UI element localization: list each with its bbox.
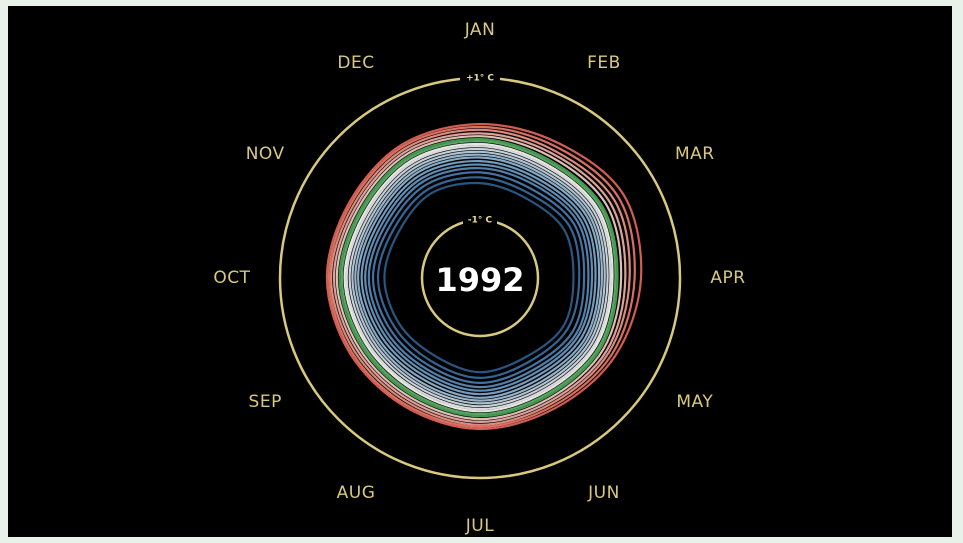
month-label-sep: SEP [249, 392, 282, 412]
series-line-8 [354, 153, 604, 402]
month-label-nov: NOV [246, 144, 285, 164]
climate-spiral-chart: +1° C -1° C JAN FEB MAR APR MAY JUN JUL AUG SEP O… [213, 20, 745, 536]
month-label-aug: AUG [337, 483, 376, 503]
series-line-3 [371, 171, 586, 385]
chart-frame: +1° C -1° C JAN FEB MAR APR MAY JUN JUL AUG SEP O… [8, 6, 952, 537]
inner-ring-label: -1° C [468, 216, 493, 226]
series-line-11 [345, 145, 612, 411]
series-line-9 [351, 150, 606, 405]
series-line-6 [360, 159, 597, 396]
series-line-19 [325, 122, 643, 431]
series-line-14 [338, 137, 619, 418]
month-label-jan: JAN [464, 20, 496, 40]
inner-ring-label-background [463, 214, 497, 226]
series-line-13 [340, 140, 617, 416]
series-line-7 [356, 156, 601, 399]
series-line-2 [376, 176, 581, 380]
month-labels: JAN FEB MAR APR MAY JUN JUL AUG SEP OCT NOV DEC [213, 20, 745, 536]
outer-ring-label-background [460, 72, 500, 84]
series-layer [325, 122, 643, 431]
series-line-16 [332, 132, 627, 424]
series-line-10 [348, 147, 609, 408]
series-line-17 [329, 128, 631, 426]
series-line-5 [364, 163, 594, 392]
series-line-1 [383, 181, 575, 374]
month-label-apr: APR [710, 268, 745, 288]
month-label-feb: FEB [587, 53, 621, 73]
month-label-dec: DEC [337, 53, 374, 73]
month-label-may: MAY [676, 392, 713, 412]
month-label-mar: MAR [675, 144, 715, 164]
series-line-18 [327, 125, 636, 429]
year-label: 1992 [435, 261, 524, 299]
month-label-oct: OCT [213, 268, 250, 288]
outer-ring-label: +1° C [466, 74, 494, 84]
month-label-jun: JUN [587, 483, 620, 503]
series-line-15 [335, 135, 623, 421]
month-label-jul: JUL [465, 516, 494, 536]
series-line-12 [343, 142, 614, 413]
series-line-4 [367, 167, 590, 389]
